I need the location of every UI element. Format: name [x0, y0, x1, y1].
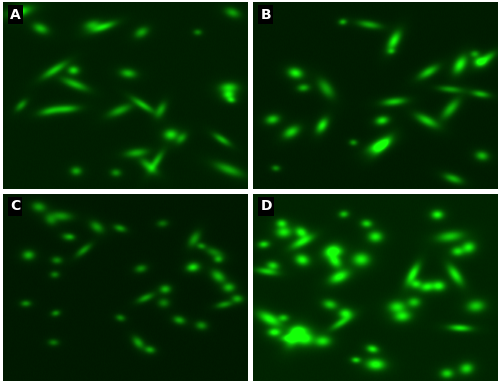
- Text: C: C: [10, 200, 20, 213]
- Text: B: B: [260, 8, 271, 21]
- Text: D: D: [260, 200, 272, 213]
- Text: A: A: [10, 8, 20, 21]
